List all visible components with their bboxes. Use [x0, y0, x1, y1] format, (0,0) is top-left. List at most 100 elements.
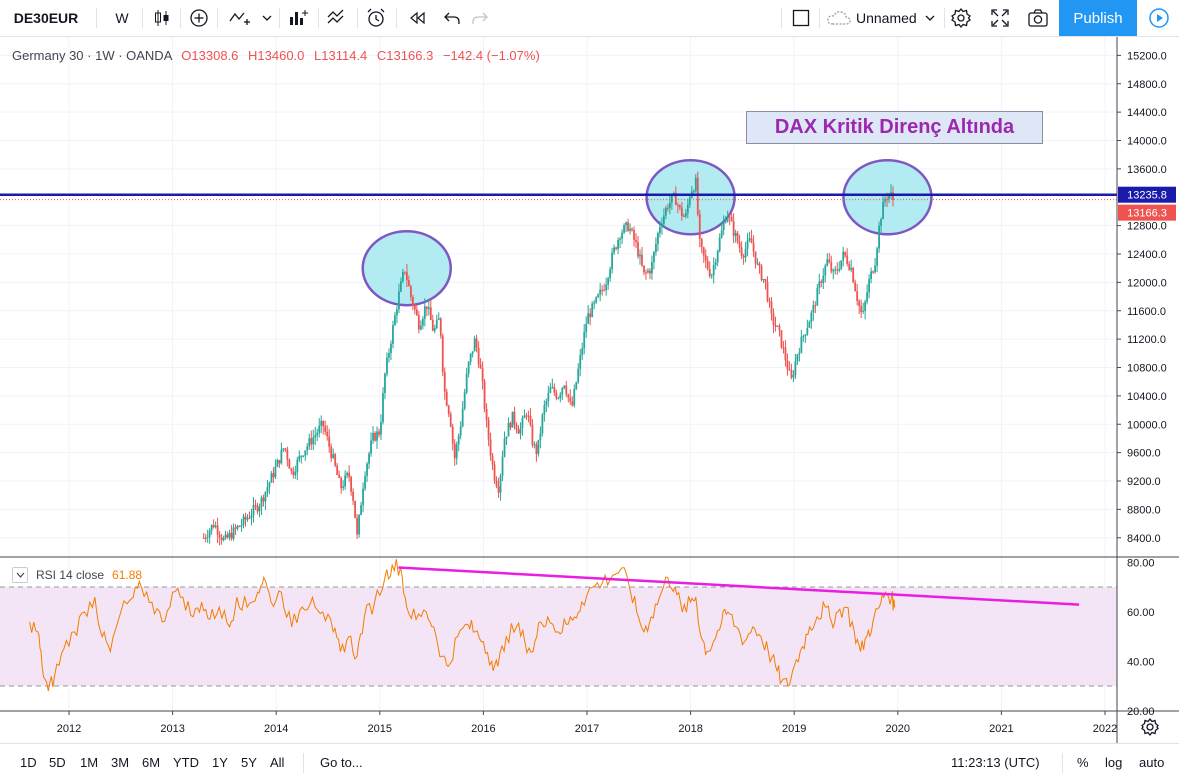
top-toolbar: DE30EUR W	[0, 0, 1179, 37]
candle-body	[768, 300, 771, 302]
candle-body	[264, 492, 267, 502]
candle-body	[645, 272, 647, 274]
candle-body	[415, 309, 418, 316]
templates-button[interactable]	[323, 0, 351, 36]
candle-body	[752, 243, 755, 252]
range-3m-button[interactable]: 3M	[111, 744, 129, 781]
range-1y-button[interactable]: 1Y	[212, 744, 228, 781]
time-axis[interactable]: 2012 2013 2014 2015 2016 2017 2018 2019 2020 2021…	[57, 711, 1117, 735]
gear-icon[interactable]	[1141, 717, 1159, 737]
fullscreen-select-button[interactable]	[787, 0, 815, 36]
range-1m-button[interactable]: 1M	[80, 744, 98, 781]
candle-body	[441, 335, 444, 372]
candle-body	[724, 221, 727, 223]
auto-toggle[interactable]: auto	[1139, 744, 1164, 781]
price-tick-label: 9600.0	[1127, 448, 1161, 460]
highlight-circle	[645, 159, 736, 236]
rsi-tick-label: 80.00	[1127, 558, 1155, 570]
compare-button[interactable]	[186, 0, 212, 36]
candle-body	[868, 279, 871, 293]
candle-body	[230, 532, 233, 539]
candle-body	[776, 325, 779, 327]
candle-body	[236, 526, 239, 529]
range-all-button[interactable]: All	[270, 744, 284, 781]
collapse-pane-button[interactable]	[12, 567, 28, 583]
interval-button[interactable]: W	[108, 0, 136, 36]
undo-button[interactable]	[440, 0, 464, 36]
chart-type-button[interactable]	[149, 0, 175, 36]
fullscreen-button[interactable]	[986, 0, 1014, 36]
range-label: 5Y	[241, 755, 257, 770]
publish-menu-button[interactable]	[1138, 0, 1179, 36]
candle-body	[760, 266, 763, 281]
indicators-button[interactable]	[225, 0, 255, 36]
candle-body	[240, 524, 243, 527]
candle-body	[802, 335, 805, 337]
candle-body	[425, 306, 428, 309]
candle-body	[208, 530, 211, 538]
candle-body	[700, 238, 703, 248]
financials-button[interactable]	[284, 0, 312, 36]
range-5y-button[interactable]: 5Y	[241, 744, 257, 781]
alert-button[interactable]	[362, 0, 390, 36]
time-tick-label: 2021	[989, 723, 1013, 735]
candle-body	[573, 389, 576, 406]
price-axis[interactable]: 15200.0 14800.0 14400.0 14000.0 13600.0 12800…	[1117, 50, 1167, 545]
candle-body	[463, 392, 466, 409]
rsi-axis[interactable]: 80.00 60.00 40.00 20.00	[1127, 558, 1155, 718]
percent-toggle[interactable]: %	[1077, 744, 1089, 781]
range-1d-button[interactable]: 1D	[20, 744, 37, 781]
log-toggle[interactable]: log	[1105, 744, 1122, 781]
candle-body	[774, 324, 777, 327]
snapshot-button[interactable]	[1024, 0, 1052, 36]
candle-body	[547, 392, 550, 401]
toolbar-divider	[944, 8, 945, 28]
indicators-dropdown[interactable]	[258, 0, 276, 36]
timezone-button[interactable]: 11:23:13 (UTC)	[951, 744, 1040, 781]
candle-body	[882, 201, 884, 220]
time-tick-label: 2022	[1093, 723, 1117, 735]
goto-button[interactable]: Go to...	[320, 744, 363, 781]
replay-button[interactable]	[403, 0, 431, 36]
time-tick-label: 2020	[886, 723, 910, 735]
candle-body	[674, 193, 677, 205]
candle-body	[772, 313, 775, 325]
candle-body	[623, 225, 625, 233]
candle-body	[320, 420, 323, 426]
rsi-legend: RSI 14 close 61.88	[12, 566, 142, 584]
candle-body	[625, 222, 627, 226]
publish-button[interactable]: Publish	[1059, 0, 1137, 36]
candle-body	[710, 275, 713, 277]
candle-body	[527, 415, 530, 417]
candle-body	[714, 262, 717, 265]
candle-body	[698, 214, 701, 239]
layout-menu-button[interactable]: Unnamed	[826, 0, 944, 36]
candle-body	[344, 475, 347, 487]
candle-body	[413, 305, 416, 310]
candle-body	[836, 269, 839, 271]
range-6m-button[interactable]: 6M	[142, 744, 160, 781]
annotation-text-box[interactable]: DAX Kritik Direnç Altında	[746, 111, 1043, 144]
candle-body	[621, 232, 623, 239]
candle-body	[746, 240, 749, 249]
add-circle-icon	[190, 9, 208, 27]
candle-body	[409, 286, 412, 297]
candle-body	[278, 459, 281, 464]
symbol-search-button[interactable]: DE30EUR	[6, 0, 86, 36]
candle-body	[726, 216, 729, 222]
toolbar-divider	[279, 8, 280, 28]
range-5d-button[interactable]: 5D	[49, 744, 66, 781]
candle-body	[682, 216, 685, 218]
price-tick-label: 11600.0	[1127, 306, 1166, 318]
rsi-trendline[interactable]	[398, 566, 1080, 606]
last-price-text: 13166.3	[1127, 208, 1167, 220]
candle-body	[549, 387, 552, 393]
candle-body	[439, 318, 442, 336]
candle-body	[461, 408, 464, 427]
redo-button[interactable]	[468, 0, 492, 36]
bottom-divider	[1062, 753, 1063, 773]
candlestick-icon	[155, 10, 169, 26]
settings-button[interactable]	[947, 0, 975, 36]
range-ytd-button[interactable]: YTD	[173, 744, 199, 781]
